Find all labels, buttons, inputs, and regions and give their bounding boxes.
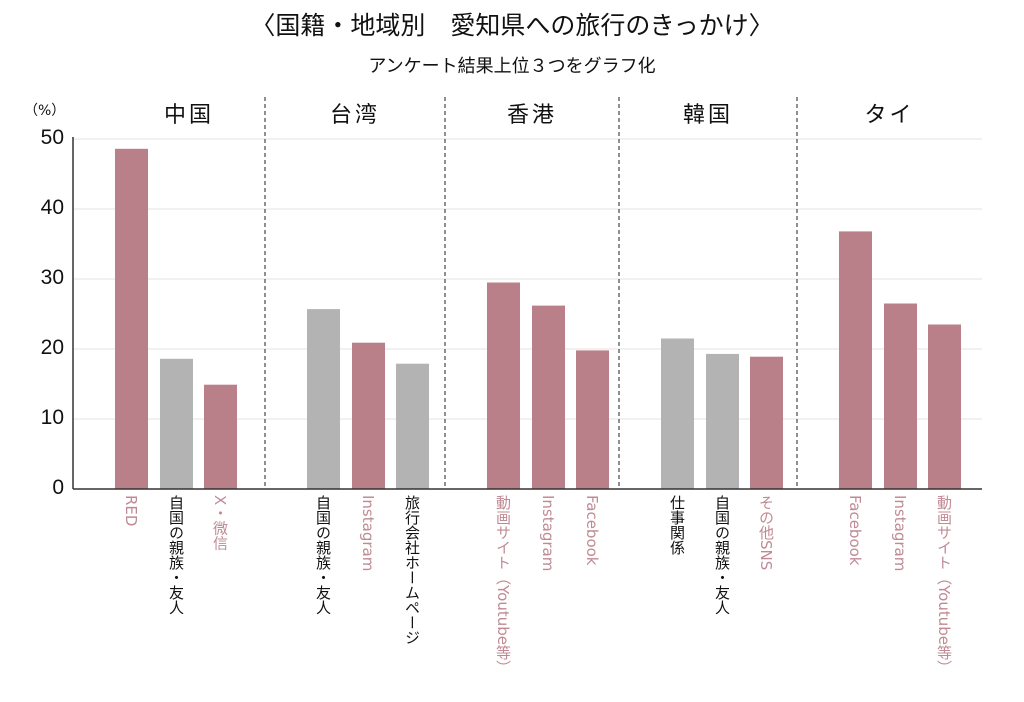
y-axis-unit: （%） bbox=[24, 103, 66, 119]
group-label: 香港 bbox=[506, 103, 557, 128]
bar-label: 仕事関係 bbox=[668, 495, 686, 555]
bar-label: X・微信 bbox=[211, 495, 229, 551]
chart-subtitle: アンケート結果上位３つをグラフ化 bbox=[368, 56, 656, 77]
bar bbox=[661, 338, 694, 489]
bar-label: 動画サイト（Youtube等） bbox=[935, 495, 953, 675]
bar-label: その他SNS bbox=[757, 495, 775, 571]
group-label: 中国 bbox=[163, 103, 214, 128]
bar bbox=[928, 324, 961, 489]
chart-title: 〈国籍・地域別 愛知県への旅行のきっかけ〉 bbox=[250, 11, 774, 40]
bar bbox=[204, 384, 237, 489]
bar-label: 自国の親族・友人 bbox=[713, 495, 731, 615]
bar bbox=[396, 363, 429, 489]
y-tick-label: 10 bbox=[40, 406, 64, 429]
bar-label: Facebook bbox=[583, 495, 601, 566]
bar-label: 自国の親族・友人 bbox=[314, 495, 332, 615]
bar bbox=[839, 231, 872, 489]
bar-label: 動画サイト（Youtube等） bbox=[494, 495, 512, 675]
bar bbox=[160, 358, 193, 489]
group-label: タイ bbox=[864, 103, 915, 128]
y-tick-label: 30 bbox=[40, 266, 64, 289]
y-tick-label: 0 bbox=[52, 476, 64, 499]
bar bbox=[487, 282, 520, 489]
bar-label: 自国の親族・友人 bbox=[167, 495, 185, 615]
bar bbox=[115, 148, 148, 490]
bar bbox=[307, 309, 340, 489]
bar bbox=[352, 342, 385, 489]
bar-label: Instagram bbox=[539, 495, 557, 572]
bar-label: Instagram bbox=[891, 495, 909, 572]
group-label: 韓国 bbox=[682, 103, 733, 128]
y-tick-label: 50 bbox=[40, 126, 64, 149]
bar-label: RED bbox=[122, 495, 140, 527]
bar-label: Instagram bbox=[359, 495, 377, 572]
bar bbox=[532, 305, 565, 489]
bar-label: Facebook bbox=[846, 495, 864, 566]
bar bbox=[750, 356, 783, 489]
group-label: 台湾 bbox=[329, 103, 380, 128]
y-tick-label: 20 bbox=[40, 336, 64, 359]
bar-label: 旅行会社ホームページ bbox=[403, 495, 421, 645]
bar bbox=[706, 353, 739, 489]
bar bbox=[576, 350, 609, 489]
bar bbox=[884, 303, 917, 489]
y-tick-label: 40 bbox=[40, 196, 64, 219]
